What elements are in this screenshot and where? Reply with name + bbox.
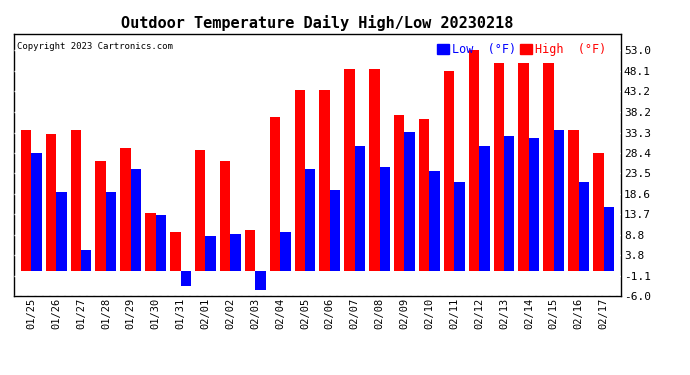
- Legend: Low  (°F), High  (°F): Low (°F), High (°F): [435, 41, 609, 59]
- Bar: [469, 50, 479, 271]
- Bar: [504, 136, 515, 271]
- Bar: [554, 130, 564, 271]
- Bar: [569, 130, 579, 271]
- Bar: [380, 167, 390, 271]
- Bar: [429, 171, 440, 271]
- Bar: [206, 236, 216, 271]
- Bar: [444, 71, 454, 271]
- Bar: [195, 150, 206, 271]
- Bar: [543, 63, 554, 271]
- Bar: [145, 213, 156, 271]
- Bar: [604, 207, 614, 271]
- Bar: [131, 169, 141, 271]
- Bar: [493, 63, 504, 271]
- Text: Copyright 2023 Cartronics.com: Copyright 2023 Cartronics.com: [17, 42, 172, 51]
- Bar: [305, 169, 315, 271]
- Bar: [479, 146, 490, 271]
- Bar: [529, 138, 540, 271]
- Bar: [46, 134, 56, 271]
- Bar: [394, 115, 404, 271]
- Bar: [21, 130, 31, 271]
- Bar: [106, 192, 117, 271]
- Bar: [280, 232, 290, 271]
- Bar: [270, 117, 280, 271]
- Bar: [95, 161, 106, 271]
- Bar: [419, 119, 429, 271]
- Bar: [56, 192, 66, 271]
- Bar: [156, 215, 166, 271]
- Bar: [369, 69, 380, 271]
- Bar: [454, 182, 465, 271]
- Bar: [355, 146, 365, 271]
- Bar: [170, 232, 181, 271]
- Bar: [295, 90, 305, 271]
- Bar: [220, 161, 230, 271]
- Bar: [330, 190, 340, 271]
- Bar: [593, 153, 604, 271]
- Title: Outdoor Temperature Daily High/Low 20230218: Outdoor Temperature Daily High/Low 20230…: [121, 15, 513, 31]
- Bar: [31, 153, 41, 271]
- Bar: [245, 230, 255, 271]
- Bar: [344, 69, 355, 271]
- Bar: [181, 271, 191, 286]
- Bar: [404, 132, 415, 271]
- Bar: [255, 271, 266, 290]
- Bar: [70, 130, 81, 271]
- Bar: [81, 251, 92, 271]
- Bar: [518, 63, 529, 271]
- Bar: [120, 148, 131, 271]
- Bar: [319, 90, 330, 271]
- Bar: [230, 234, 241, 271]
- Bar: [579, 182, 589, 271]
